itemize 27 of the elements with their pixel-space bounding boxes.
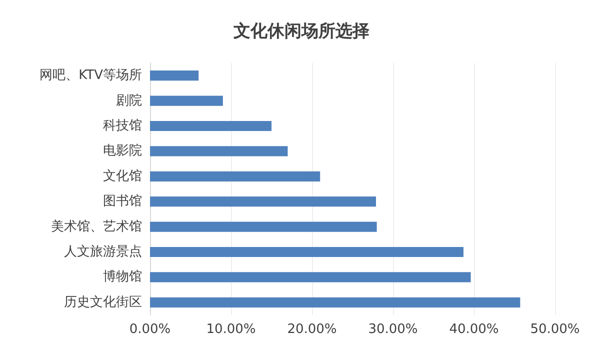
bar (150, 171, 320, 182)
y-tick-label: 科技馆 (103, 118, 142, 134)
x-tick-label: 50.00% (530, 322, 580, 337)
bar (150, 120, 272, 132)
y-tick-label: 剧院 (116, 93, 142, 108)
y-tick-label: 图书馆 (103, 194, 142, 210)
y-tick-label: 博物馆 (103, 270, 142, 285)
x-tick-label: 40.00% (449, 322, 499, 337)
bar (150, 222, 377, 232)
y-tick-label: 文化馆 (103, 168, 142, 184)
bar (150, 146, 288, 156)
y-tick-label: 美术馆、艺术馆 (51, 218, 142, 234)
chart-title: 文化休闲场所选择 (232, 22, 370, 42)
bar (150, 297, 520, 308)
y-tick-label: 人文旅游景点 (64, 244, 142, 260)
y-tick-label: 历史文化街区 (64, 294, 142, 310)
bar (150, 246, 464, 258)
bar (150, 196, 376, 207)
bar (150, 70, 199, 81)
x-tick-label: 10.00% (206, 322, 256, 337)
x-tick-label: 0.00% (129, 322, 171, 337)
y-tick-label: 网吧、KTV等场所 (40, 68, 142, 84)
bar (150, 96, 223, 106)
x-tick-label: 20.00% (287, 322, 337, 337)
x-tick-label: 30.00% (368, 322, 418, 337)
y-tick-label: 电影院 (103, 144, 142, 159)
bar (150, 272, 471, 282)
